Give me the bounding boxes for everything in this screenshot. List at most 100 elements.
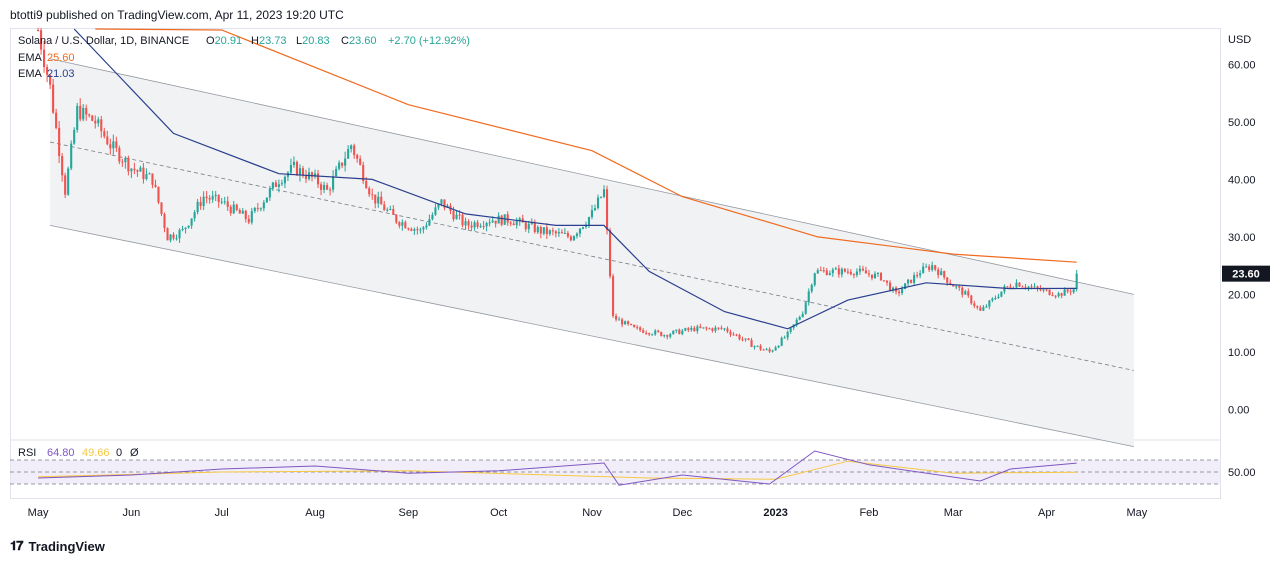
candle-body [473,222,476,228]
candle-body [587,217,591,225]
candle-body [40,30,43,50]
candle-body [142,167,145,180]
candle-body [1030,286,1033,288]
candle-body [139,167,142,172]
candle-body [503,214,506,225]
candle-body [316,173,320,185]
candle-body [223,201,226,203]
candle-body [97,119,100,124]
candle-body [747,338,750,340]
candle-body [828,273,831,275]
candle-body [371,194,374,196]
time-tick-label: Nov [582,507,602,519]
legend-ohlc-o: O20.91 [206,35,242,47]
candle-body [271,182,274,189]
candle-body [350,145,353,150]
candle-body [1045,289,1048,291]
candle-body [545,227,548,235]
candle-body [133,168,136,171]
candle-body [861,268,864,271]
candle-body [599,196,603,198]
candle-body [458,214,461,216]
legend-ema-name: EMA [18,52,43,64]
legend-rsi-name: RSI [18,447,36,459]
candle-body [922,266,925,274]
last-price-tag [1222,265,1270,282]
candle-body [985,306,988,308]
candle-body [241,210,244,214]
candle-body [849,271,852,275]
candle-body [997,296,1000,299]
candle-body [217,194,220,203]
candle-body [79,105,82,120]
candle-body [843,268,846,272]
candle-body [885,280,889,283]
candle-body [925,266,928,268]
candle-body [52,84,55,113]
candle-body [262,202,265,209]
candle-body [864,270,867,274]
candle-body [729,331,732,335]
candle-body [326,185,329,190]
candle-body [274,182,277,187]
candle-body [726,328,729,332]
candle-body [413,229,416,231]
candle-body [593,208,597,211]
candle-body [615,315,618,320]
candle-body [1018,282,1021,287]
candle-body [645,332,648,334]
candle-body [1051,294,1054,296]
candle-body [202,196,205,206]
candle-body [846,271,849,273]
candle-body [723,328,726,330]
candle-body [569,236,572,241]
candle-body [901,289,904,294]
candle-body [46,67,49,75]
candle-body [298,168,302,176]
candle-body [437,203,440,208]
candle-body [907,279,910,284]
candle-body [482,226,485,228]
chart-frame[interactable]: USD 60.00 50.00 40.00 30.00 20.00 10.00 0.00 23.… [10,24,1270,528]
candle-body [711,328,714,331]
candle-body [232,204,235,214]
legend-rsi-extra: 0 [116,447,122,459]
candle-body [771,350,774,352]
candle-body [500,215,503,225]
candle-body [488,222,491,224]
candle-body [621,319,624,325]
legend-rsi-ma-value: 49.66 [82,447,110,459]
candle-body [955,286,958,288]
candle-body [1075,273,1078,290]
candle-body [329,189,332,191]
candle-body [928,266,931,270]
candle-body [608,230,612,277]
candle-body [386,209,389,211]
candle-body [612,276,615,316]
candle-body [681,330,684,335]
rsi-tick-label: 50.00 [1228,467,1256,479]
candle-body [801,313,804,318]
candle-body [1060,293,1063,296]
candle-body [639,327,642,331]
candle-body [175,238,178,240]
candle-body [783,337,786,339]
candle-body [1054,295,1057,297]
legend-ema-value: 25.60 [47,52,75,64]
candle-body [798,317,801,320]
candle-body [810,284,813,292]
candle-body [253,207,256,212]
candle-body [702,327,705,329]
price-chart[interactable]: USD 60.00 50.00 40.00 30.00 20.00 10.00 0.00 23.… [10,24,1270,528]
candle-body [982,307,985,311]
legend-symbol: Solana / U.S. Dollar, 1D, BINANCE [18,35,189,47]
candle-body [1042,289,1045,291]
candle-body [205,196,208,199]
candle-body [738,335,741,340]
candle-body [684,328,687,331]
candle-body [515,221,518,226]
candle-body [1006,286,1009,288]
candle-body [666,335,669,337]
candle-body [530,222,533,224]
candle-body [837,268,840,275]
